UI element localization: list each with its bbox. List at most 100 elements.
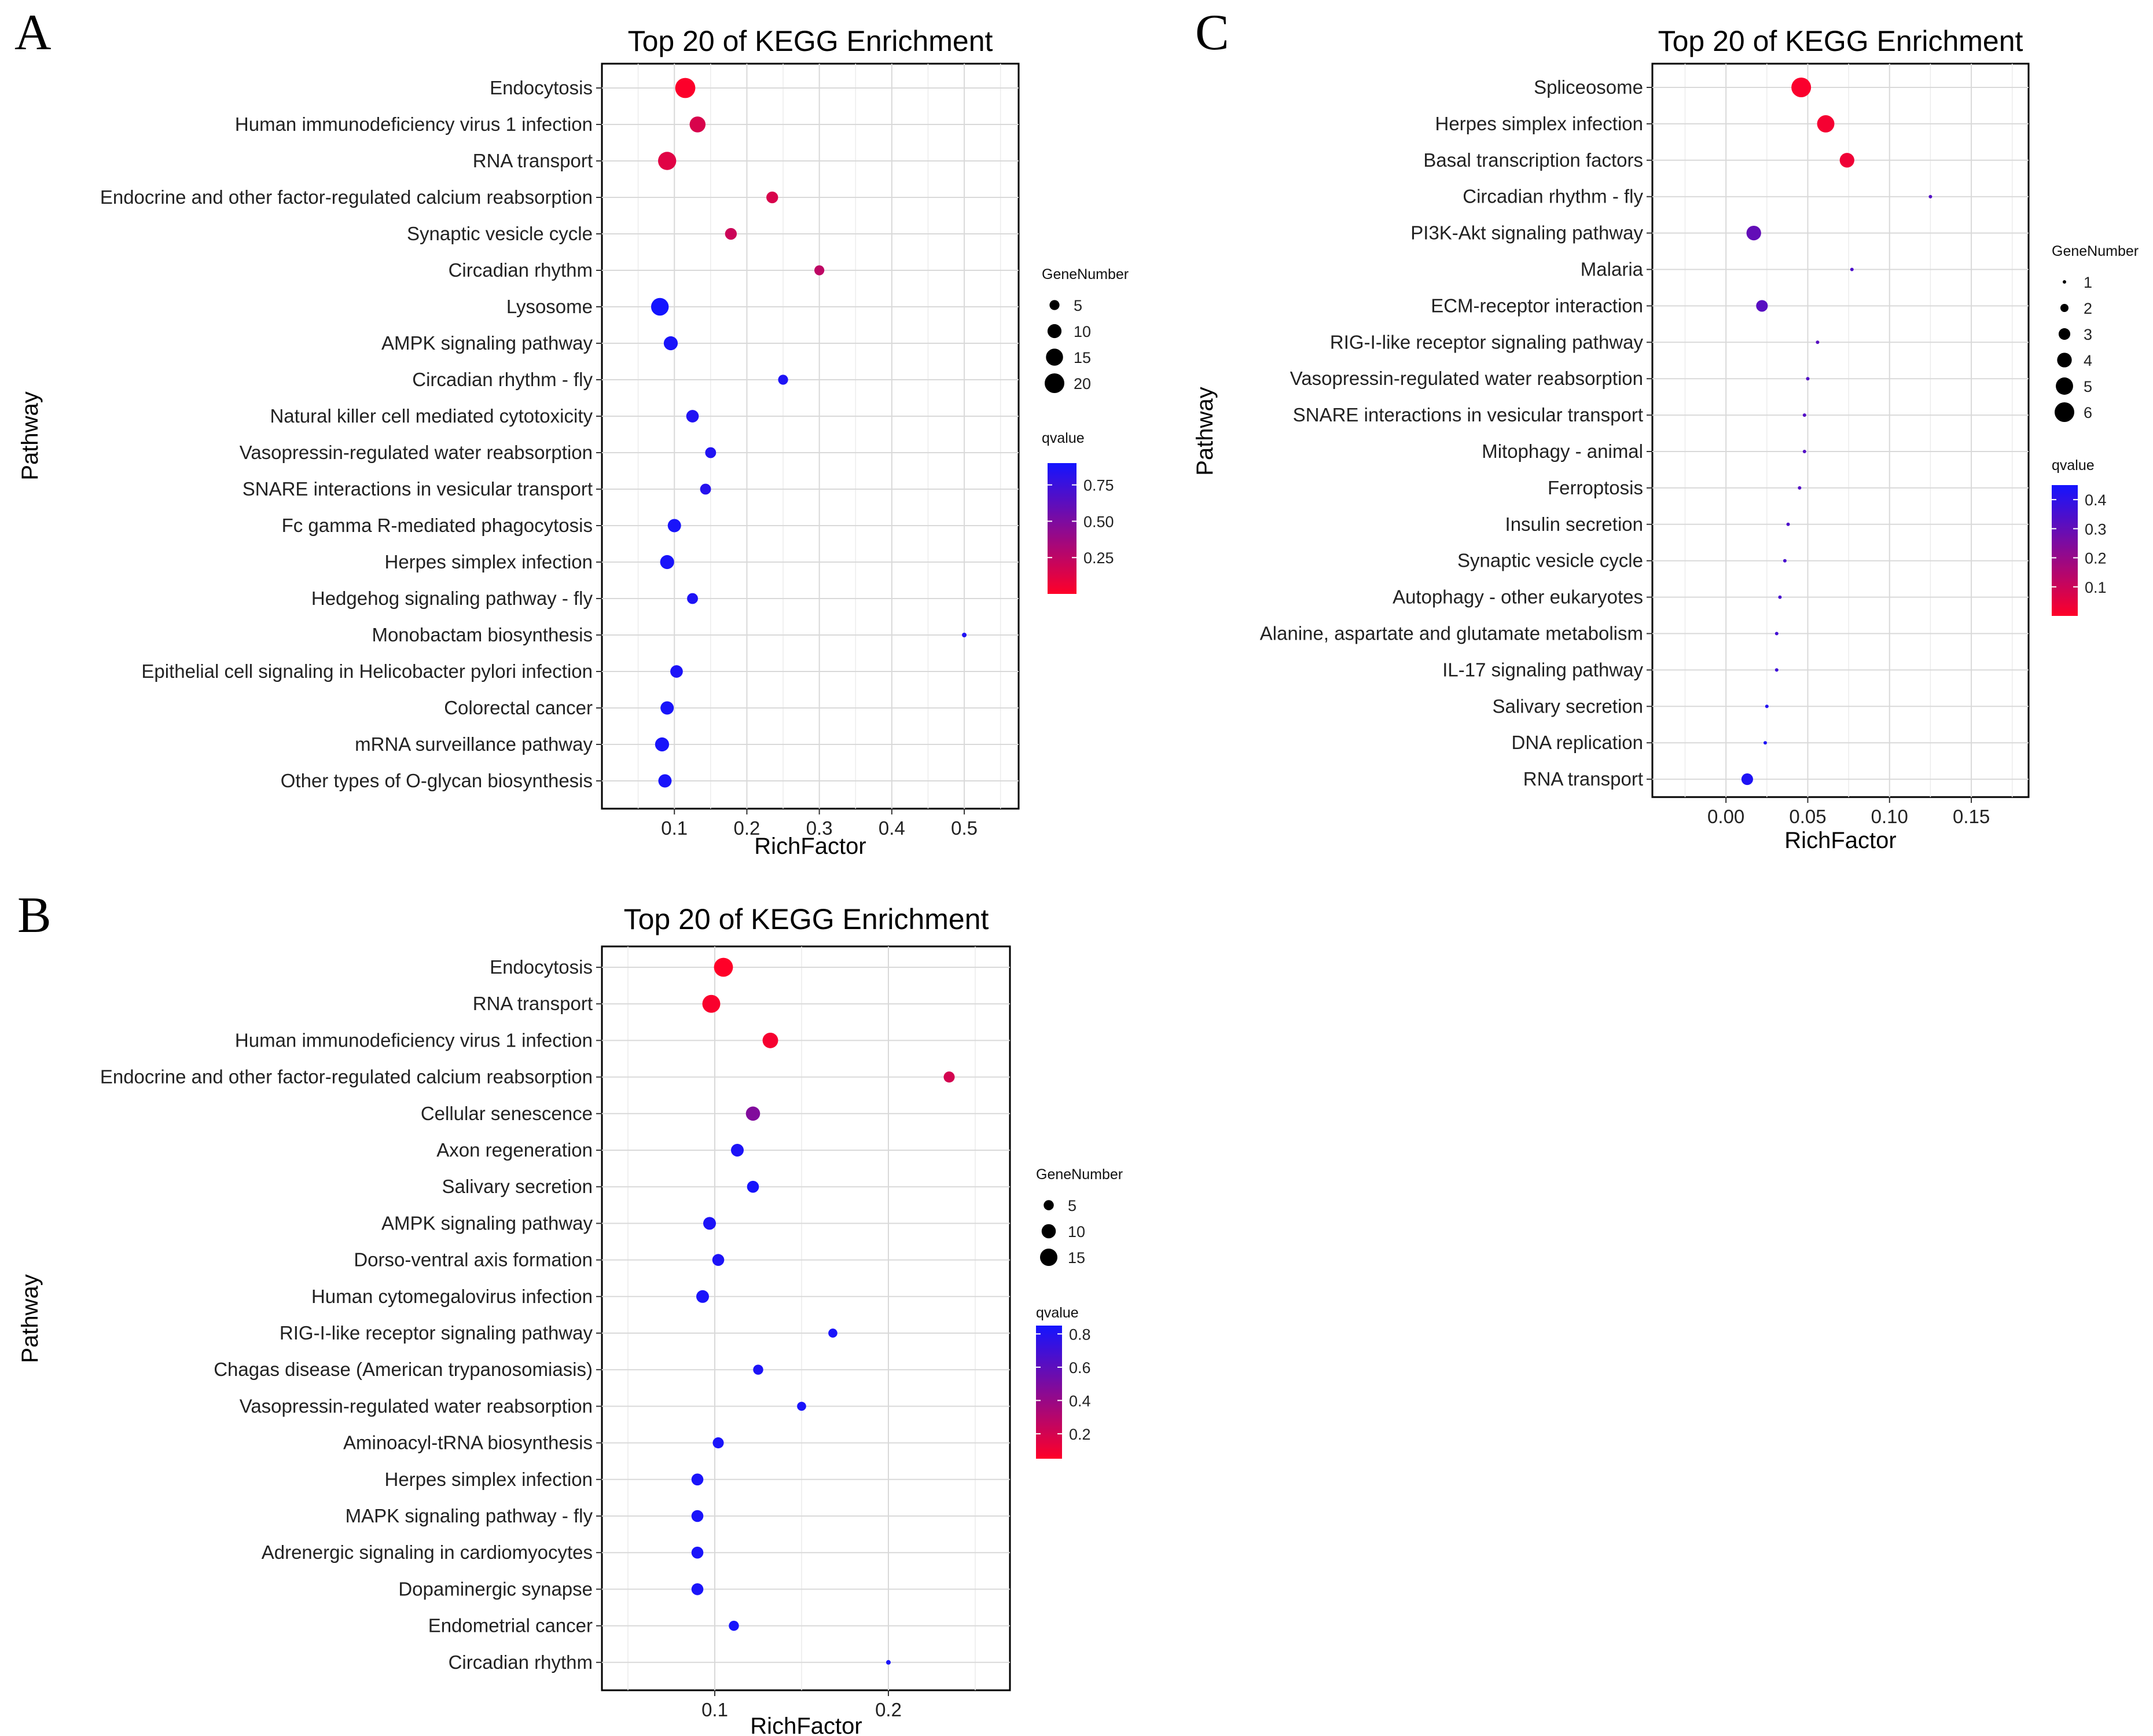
- size-legend-title: GeneNumber: [1042, 266, 1129, 282]
- data-point: [797, 1401, 806, 1411]
- data-point: [1765, 704, 1769, 709]
- data-point: [1806, 377, 1810, 381]
- grid-c: [1652, 64, 2029, 797]
- color-legend-label: 0.2: [1069, 1426, 1091, 1443]
- pathway-label: Vasopressin-regulated water reabsorption: [240, 1395, 593, 1416]
- pathway-label: Insulin secretion: [1505, 513, 1643, 535]
- pathway-label: Circadian rhythm - fly: [1463, 186, 1643, 207]
- data-point: [714, 957, 733, 977]
- data-point: [667, 519, 681, 533]
- pathway-label: Salivary secretion: [1493, 695, 1643, 717]
- color-legend-label: 0.25: [1083, 549, 1114, 567]
- pathway-label: Adrenergic signaling in cardiomyocytes: [262, 1542, 593, 1563]
- data-point: [660, 555, 674, 570]
- panel-b: B Top 20 of KEGG Enrichment Endocytosis R…: [17, 887, 1123, 1736]
- data-point: [766, 191, 778, 204]
- x-tick-labels-b: 0.1 0.2: [701, 1690, 902, 1720]
- data-point: [670, 665, 683, 678]
- plot-area-a: [601, 63, 1020, 810]
- pathway-label: Natural killer cell mediated cytotoxicit…: [270, 405, 593, 427]
- pathway-label: Malaria: [1581, 259, 1644, 280]
- pathway-label: DNA replication: [1512, 732, 1643, 753]
- points-a: [651, 78, 967, 788]
- pathway-label: ECM-receptor interaction: [1431, 295, 1643, 316]
- color-legend-label: 0.6: [1069, 1359, 1091, 1377]
- size-legend-label: 15: [1068, 1249, 1085, 1267]
- pathway-label: Circadian rhythm: [449, 1651, 593, 1673]
- points-b: [691, 957, 955, 1665]
- data-point: [702, 994, 721, 1013]
- pathway-label: Endocrine and other factor-regulated cal…: [100, 186, 593, 208]
- data-point: [1756, 300, 1768, 312]
- data-point: [1783, 559, 1787, 563]
- data-point: [686, 410, 699, 423]
- pathway-label: Dopaminergic synapse: [398, 1578, 593, 1599]
- data-point: [1928, 194, 1932, 199]
- legend-c: GeneNumber 1 2 3 4 5 6 qvalue 0.4 0.3 0.2 0.1: [2052, 243, 2139, 616]
- size-legend-key: [2055, 402, 2074, 422]
- color-legend-bar: [2052, 485, 2078, 616]
- size-legend-key: [2056, 377, 2073, 395]
- chart-title-a: Top 20 of KEGG Enrichment: [628, 25, 993, 57]
- panel-c: C Top 20 of KEGG Enrichment Spliceosome H…: [1192, 5, 2139, 853]
- data-point: [1816, 340, 1820, 344]
- x-tick-label: 0.10: [1871, 806, 1908, 827]
- pathway-label: Hedgehog signaling pathway - fly: [311, 588, 593, 609]
- pathway-label: Mitophagy - animal: [1482, 441, 1643, 462]
- legend-a: GeneNumber 5 10 15 20 qvalue 0.75 0.50 0.25: [1042, 266, 1129, 594]
- color-legend-label: 0.8: [1069, 1326, 1091, 1343]
- pathway-label: Human immunodeficiency virus 1 infection: [235, 113, 593, 135]
- pathway-label: Herpes simplex infection: [385, 1469, 593, 1490]
- plot-area-b: [601, 945, 1011, 1691]
- x-axis-title-c: RichFactor: [1784, 828, 1896, 853]
- pathway-label: Epithelial cell signaling in Helicobacte…: [141, 660, 593, 682]
- size-legend-label: 3: [2084, 326, 2092, 343]
- size-legend-label: 4: [2084, 352, 2092, 369]
- pathway-label: Herpes simplex infection: [385, 551, 593, 572]
- data-point: [725, 227, 737, 240]
- x-axis-title-a: RichFactor: [754, 834, 866, 859]
- pathway-label: Human immunodeficiency virus 1 infection: [235, 1029, 593, 1051]
- x-tick-labels-a: 0.1 0.2 0.3 0.4 0.5: [661, 809, 978, 839]
- data-point: [1798, 486, 1802, 490]
- x-tick-label: 0.05: [1789, 806, 1826, 827]
- data-point: [712, 1437, 724, 1449]
- size-legend-label: 10: [1074, 323, 1091, 340]
- points-c: [1741, 78, 1932, 786]
- color-legend-label: 0.1: [2085, 579, 2107, 596]
- data-point: [663, 336, 678, 351]
- pathway-label: Human cytomegalovirus infection: [311, 1286, 593, 1307]
- size-legend-key: [1041, 1224, 1056, 1239]
- pathway-label: Synaptic vesicle cycle: [407, 223, 593, 244]
- panel-letter-c: C: [1195, 5, 1229, 61]
- data-point: [691, 1510, 704, 1522]
- pathway-label: MAPK signaling pathway - fly: [346, 1505, 593, 1526]
- data-point: [660, 701, 674, 715]
- x-tick-label: 0.5: [951, 817, 978, 839]
- data-point: [655, 737, 670, 752]
- x-axis-title-b: RichFactor: [750, 1713, 862, 1736]
- color-legend-title: qvalue: [1036, 1305, 1079, 1321]
- size-legend-title: GeneNumber: [2052, 243, 2139, 259]
- pathway-label: SNARE interactions in vesicular transpor…: [243, 478, 593, 500]
- size-legend-key: [1040, 1249, 1057, 1266]
- data-point: [658, 152, 677, 170]
- data-point: [1802, 413, 1806, 417]
- pathway-label: Synaptic vesicle cycle: [1457, 550, 1643, 571]
- chart-title-c: Top 20 of KEGG Enrichment: [1658, 25, 2023, 57]
- data-point: [1746, 225, 1761, 241]
- data-point: [753, 1364, 763, 1375]
- y-tick-labels-a: Endocytosis Human immunodeficiency virus …: [100, 77, 602, 791]
- size-legend-label: 5: [1068, 1197, 1076, 1214]
- data-point: [696, 1290, 710, 1303]
- size-legend-key: [1045, 373, 1064, 393]
- size-legend-key: [1046, 348, 1063, 366]
- pathway-label: RNA transport: [473, 150, 593, 171]
- data-point: [700, 483, 711, 495]
- y-tick-labels-c: Spliceosome Herpes simplex infection Basal…: [1260, 76, 1652, 790]
- data-point: [658, 774, 672, 788]
- data-point: [1774, 632, 1779, 636]
- data-point: [712, 1254, 725, 1266]
- data-point: [962, 633, 967, 637]
- data-point: [689, 116, 706, 133]
